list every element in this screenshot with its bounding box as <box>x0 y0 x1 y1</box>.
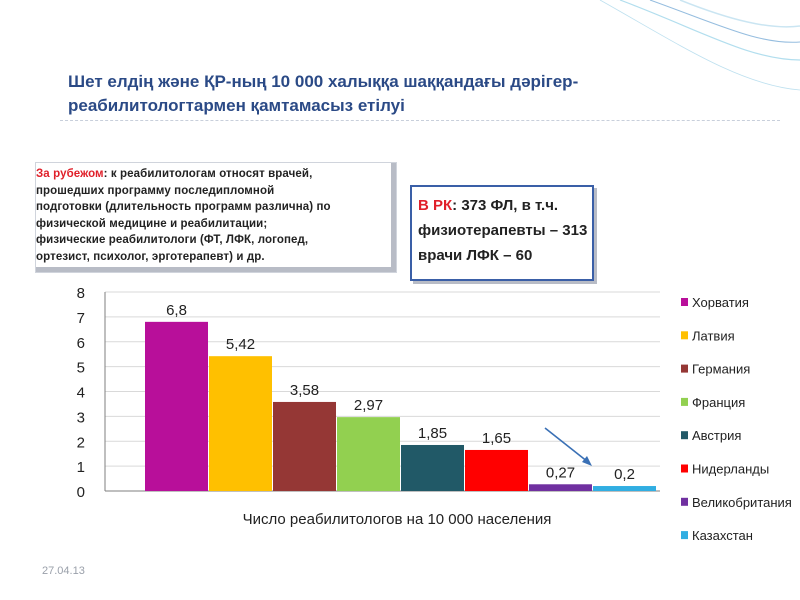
abroad-note-line-5: физические реабилитологи (ФТ, ЛФК, логоп… <box>36 234 309 246</box>
y-tick-label: 4 <box>77 385 85 402</box>
rk-note-label: В РК <box>418 197 453 214</box>
y-tick-label: 1 <box>77 459 85 476</box>
y-tick-label: 0 <box>77 484 85 501</box>
legend-label-4: Австрия <box>692 428 741 443</box>
bar-chart: 0 1 2 3 4 5 6 7 8 6,8 5,42 3,58 2,97 1,85 1,65 0,27 0,2 Ч… <box>77 285 792 543</box>
rk-note-line-3: врачи ЛФК – 60 <box>418 247 533 264</box>
data-label: 0,2 <box>614 466 635 483</box>
data-label: 5,42 <box>226 336 255 353</box>
legend-swatch-7 <box>681 531 688 540</box>
abroad-note-line-2: прошедших программу последипломной <box>36 184 275 197</box>
legend-label-1: Латвия <box>692 328 735 343</box>
legend-swatch-6 <box>681 497 688 506</box>
y-tick-label: 2 <box>77 434 85 451</box>
bar-6 <box>529 484 592 491</box>
bar-5 <box>465 449 528 491</box>
abroad-note: За рубежом: к реабилитологам относят вра… <box>36 166 386 265</box>
bar-4 <box>401 444 464 491</box>
slide-title-line-2: реабилитологтармен қамтамасыз етілуі <box>68 96 405 115</box>
bar-3 <box>337 417 400 491</box>
data-label: 2,97 <box>354 397 383 414</box>
abroad-note-line-3: подготовки (длительность программ различ… <box>36 201 331 213</box>
y-tick-label: 3 <box>77 409 85 426</box>
rk-note-line-1-rest: : 373 ФЛ, в т.ч. <box>452 197 559 214</box>
abroad-note-text-1: : к реабилитологам относят врачей, <box>103 168 313 180</box>
legend-swatch-4 <box>681 431 688 440</box>
slide-title: Шет елдің және ҚР-ның 10 000 халыққа шақ… <box>68 70 768 118</box>
x-axis-title: Число реабилитологов на 10 000 населения <box>243 511 552 528</box>
legend-swatch-5 <box>681 464 688 473</box>
legend-label-7: Казахстан <box>692 528 753 543</box>
legend-swatch-3 <box>681 397 688 406</box>
legend-swatch-2 <box>681 364 688 373</box>
y-tick-label: 6 <box>77 335 85 352</box>
legend-label-5: Нидерланды <box>692 462 769 477</box>
abroad-note-label: За рубежом <box>36 168 104 180</box>
legend-swatch-0 <box>681 298 688 306</box>
y-tick-label: 8 <box>77 285 85 302</box>
rk-note-line-1: В РК: 373 ФЛ, в т.ч. <box>418 193 587 218</box>
data-label: 3,58 <box>290 382 319 399</box>
legend-label-2: Германия <box>692 362 750 377</box>
annotation-arrow <box>544 427 589 463</box>
abroad-note-line-1: За рубежом: к реабилитологам относят вра… <box>36 166 386 183</box>
legend-label-3: Франция <box>692 395 745 410</box>
abroad-note-line-4: физической медицине и реабилитации; <box>36 217 268 230</box>
legend-label-0: Хорватия <box>692 295 749 310</box>
legend-swatch-1 <box>681 331 688 340</box>
abroad-note-box <box>36 163 396 272</box>
data-label: 0,27 <box>546 464 575 481</box>
bar-1 <box>209 356 272 491</box>
slide-date: 27.04.13 <box>42 565 85 577</box>
rk-note-line-2: физиотерапевты – 313 <box>418 222 588 239</box>
decorative-corner-lines <box>599 0 800 91</box>
abroad-note-line-6: ортезист, психолог, эрготерапевт) и др. <box>36 250 265 263</box>
data-label: 1,65 <box>482 430 511 447</box>
bar-2 <box>273 401 336 491</box>
bar-7 <box>593 486 656 491</box>
slide-title-line-1: Шет елдің және ҚР-ның 10 000 халыққа шақ… <box>68 72 579 91</box>
rk-note-box <box>410 185 594 281</box>
legend-label-6: Великобритания <box>692 495 792 510</box>
y-tick-label: 5 <box>77 360 85 377</box>
title-divider <box>60 120 780 121</box>
bar-0 <box>145 321 208 491</box>
data-label: 1,85 <box>418 425 447 442</box>
annotation-arrow-head <box>582 456 592 466</box>
y-tick-label: 7 <box>77 310 85 327</box>
data-label: 6,8 <box>166 302 187 319</box>
rk-note: В РК: 373 ФЛ, в т.ч. физиотерапевты – 31… <box>418 193 587 268</box>
